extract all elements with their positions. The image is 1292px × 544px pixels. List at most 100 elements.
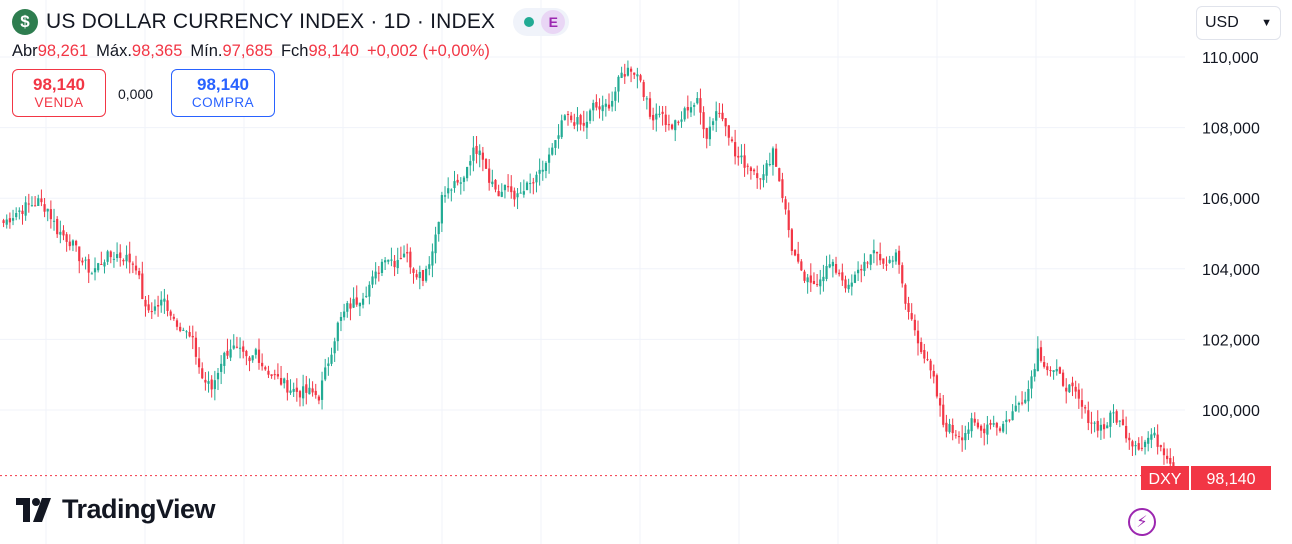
- candle-body: [595, 102, 598, 108]
- candle-body: [904, 284, 907, 304]
- candle-body: [592, 102, 595, 111]
- candle-body: [314, 390, 317, 396]
- sell-label: VENDA: [34, 95, 84, 110]
- candle-body: [18, 210, 21, 212]
- candle-body: [1147, 437, 1150, 444]
- candle-body: [699, 98, 702, 113]
- candle-body: [172, 316, 175, 319]
- candle-body: [532, 182, 535, 184]
- candle-body: [125, 254, 128, 262]
- candle-body: [56, 218, 59, 235]
- candle-body: [52, 220, 56, 222]
- candle-body: [365, 295, 368, 297]
- tradingview-logo[interactable]: TradingView: [16, 494, 216, 525]
- candle-body: [1106, 425, 1109, 429]
- candle-body: [667, 124, 671, 126]
- candle-body: [201, 368, 204, 379]
- candle-body: [1008, 419, 1011, 421]
- buy-label: COMPRA: [191, 95, 255, 110]
- candle-body: [872, 250, 875, 254]
- candle-body: [128, 253, 131, 263]
- candle-body: [204, 379, 207, 383]
- sell-button[interactable]: 98,140 VENDA: [12, 69, 106, 117]
- candle-body: [1030, 376, 1033, 389]
- candle-body: [402, 253, 406, 258]
- change-value: +0,002 (+0,00%): [366, 42, 490, 60]
- candle-body: [1080, 400, 1084, 407]
- e-badge[interactable]: E: [541, 10, 566, 34]
- candle-body: [144, 299, 147, 307]
- candle-body: [582, 122, 585, 126]
- candle-body: [598, 106, 601, 110]
- candle-body: [863, 261, 866, 271]
- candle-body: [59, 231, 62, 235]
- candle-body: [150, 311, 153, 313]
- candle-body: [298, 391, 302, 398]
- candle-body: [891, 260, 894, 262]
- candle-body: [210, 379, 213, 390]
- candle-body: [380, 261, 384, 273]
- candle-body: [349, 303, 352, 309]
- candle-body: [522, 191, 525, 195]
- candle-body: [513, 190, 516, 200]
- candle-body: [724, 118, 727, 127]
- candle-body: [964, 433, 967, 441]
- candle-body: [683, 108, 686, 120]
- candle-body: [850, 282, 853, 287]
- candle-body: [147, 304, 150, 311]
- candle-body: [324, 367, 327, 380]
- candle-body: [87, 259, 90, 273]
- candle-body: [806, 277, 809, 283]
- candle-body: [844, 279, 847, 289]
- market-status-icon[interactable]: [517, 10, 541, 34]
- candle-body: [560, 120, 563, 138]
- candle-body: [674, 120, 677, 131]
- candle-body: [216, 372, 220, 380]
- candle-body: [784, 199, 787, 210]
- candle-body: [194, 337, 198, 357]
- candle-body: [406, 252, 409, 254]
- candle-body: [879, 254, 882, 261]
- candle-body: [803, 271, 806, 281]
- candle-body: [68, 241, 71, 247]
- candle-body: [456, 179, 459, 183]
- candle-body: [34, 205, 37, 207]
- candle-body: [131, 263, 134, 265]
- candle-body: [1052, 370, 1055, 372]
- candle-body: [71, 240, 75, 246]
- candle-body: [412, 268, 415, 273]
- candle-body: [1002, 423, 1005, 432]
- candle-body: [106, 251, 109, 262]
- candle-body: [440, 195, 443, 224]
- candle-body: [529, 183, 532, 185]
- candle-body: [40, 198, 43, 203]
- candle-body: [954, 434, 957, 436]
- candle-body: [642, 82, 645, 98]
- buy-button[interactable]: 98,140 COMPRA: [171, 69, 275, 117]
- candle-body: [242, 346, 245, 352]
- candle-body: [368, 284, 371, 297]
- candle-body: [614, 91, 617, 101]
- candle-body: [384, 260, 387, 263]
- status-badges[interactable]: E: [513, 8, 570, 36]
- candle-body: [1077, 389, 1080, 399]
- candle-body: [938, 398, 942, 406]
- candle-body: [320, 380, 324, 400]
- candle-body: [491, 181, 494, 185]
- symbol-label: DXY: [1149, 471, 1182, 488]
- candle-body: [516, 193, 519, 198]
- currency-select[interactable]: USD ▼: [1196, 6, 1281, 40]
- symbol-title[interactable]: US DOLLAR CURRENCY INDEX · 1D · INDEX: [46, 10, 496, 33]
- candle-body: [916, 330, 920, 344]
- lightning-icon[interactable]: ⚡: [1128, 508, 1156, 536]
- candle-body: [46, 208, 49, 212]
- candle-body: [292, 388, 295, 392]
- candle-body: [1169, 457, 1172, 464]
- candle-body: [213, 380, 216, 390]
- candle-body: [775, 148, 778, 167]
- candle-body: [1162, 448, 1166, 456]
- candle-body: [1046, 366, 1049, 371]
- candle-body: [812, 280, 816, 285]
- candle-body: [1112, 412, 1115, 414]
